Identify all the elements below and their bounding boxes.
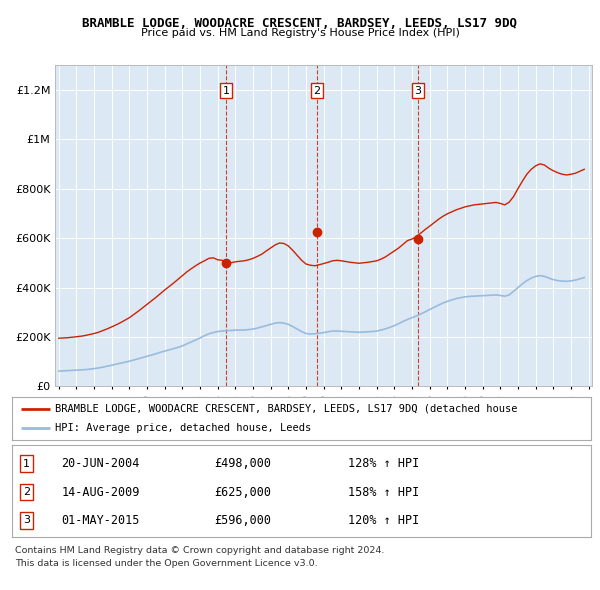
Text: 20-JUN-2004: 20-JUN-2004 (61, 457, 140, 470)
Text: HPI: Average price, detached house, Leeds: HPI: Average price, detached house, Leed… (55, 423, 311, 433)
Text: 120% ↑ HPI: 120% ↑ HPI (348, 514, 419, 527)
Text: 3: 3 (415, 86, 421, 96)
Text: 2: 2 (23, 487, 30, 497)
Text: BRAMBLE LODGE, WOODACRE CRESCENT, BARDSEY, LEEDS, LS17 9DQ (detached house: BRAMBLE LODGE, WOODACRE CRESCENT, BARDSE… (55, 404, 518, 414)
Text: £596,000: £596,000 (215, 514, 272, 527)
Text: £498,000: £498,000 (215, 457, 272, 470)
Text: This data is licensed under the Open Government Licence v3.0.: This data is licensed under the Open Gov… (15, 559, 317, 568)
Text: Contains HM Land Registry data © Crown copyright and database right 2024.: Contains HM Land Registry data © Crown c… (15, 546, 385, 555)
Text: 2: 2 (313, 86, 320, 96)
Text: 128% ↑ HPI: 128% ↑ HPI (348, 457, 419, 470)
Text: 158% ↑ HPI: 158% ↑ HPI (348, 486, 419, 499)
Text: £625,000: £625,000 (215, 486, 272, 499)
Text: BRAMBLE LODGE, WOODACRE CRESCENT, BARDSEY, LEEDS, LS17 9DQ: BRAMBLE LODGE, WOODACRE CRESCENT, BARDSE… (83, 17, 517, 30)
Text: Price paid vs. HM Land Registry's House Price Index (HPI): Price paid vs. HM Land Registry's House … (140, 28, 460, 38)
Text: 01-MAY-2015: 01-MAY-2015 (61, 514, 140, 527)
Text: 1: 1 (223, 86, 230, 96)
Text: 3: 3 (23, 516, 30, 526)
Text: 1: 1 (23, 459, 30, 468)
Text: 14-AUG-2009: 14-AUG-2009 (61, 486, 140, 499)
